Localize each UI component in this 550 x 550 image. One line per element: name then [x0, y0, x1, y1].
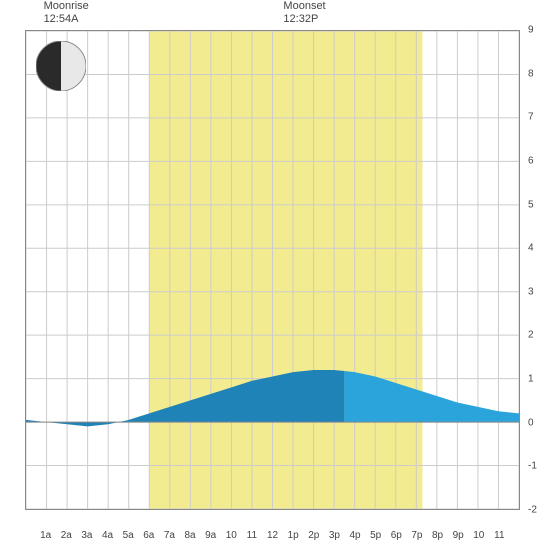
x-tick-label: 8p [432, 530, 443, 541]
x-tick-label: 6a [143, 530, 154, 541]
tide-moon-chart: Moonrise 12:54A Moonset 12:32P 1a 2a 3a 4a 5… [0, 0, 550, 550]
chart-plot-area [25, 30, 520, 510]
x-tick-label: 7p [411, 530, 422, 541]
x-tick-label: 5p [370, 530, 381, 541]
x-tick-label: 3a [81, 530, 92, 541]
chart-svg [26, 31, 519, 509]
x-tick-label: 10 [226, 530, 237, 541]
y-tick-label: 1 [528, 374, 534, 385]
x-tick-label: 3p [329, 530, 340, 541]
x-tick-label: 1a [40, 530, 51, 541]
y-axis: -2-10123456789 [528, 30, 548, 510]
y-tick-label: 7 [528, 112, 534, 123]
y-tick-label: 5 [528, 199, 534, 210]
x-tick-label: 6p [391, 530, 402, 541]
header-labels: Moonrise 12:54A Moonset 12:32P [0, 0, 550, 30]
x-tick-label: 4p [349, 530, 360, 541]
y-tick-label: 0 [528, 417, 534, 428]
y-tick-label: 3 [528, 286, 534, 297]
y-tick-label: -2 [528, 505, 537, 516]
moonrise-title: Moonrise [44, 0, 89, 13]
moonrise-label: Moonrise 12:54A [44, 0, 89, 26]
x-tick-label: 12 [267, 530, 278, 541]
x-tick-label: 11 [494, 530, 504, 541]
x-tick-label: 5a [123, 530, 134, 541]
y-tick-label: -1 [528, 461, 537, 472]
x-tick-label: 2a [61, 530, 72, 541]
x-tick-label: 11 [247, 530, 257, 541]
y-tick-label: 8 [528, 68, 534, 79]
y-tick-label: 9 [528, 25, 534, 36]
x-tick-label: 2p [308, 530, 319, 541]
moonset-title: Moonset [283, 0, 325, 13]
x-tick-label: 9p [453, 530, 464, 541]
moon-phase-icon [36, 41, 86, 96]
moonset-time: 12:32P [283, 13, 325, 26]
x-axis: 1a 2a 3a 4a 5a 6a 7a 8a 9a 10 11 12 1p 2p 3p 4p 5p 6p 7p 8p… [25, 530, 520, 545]
x-tick-label: 9a [205, 530, 216, 541]
y-tick-label: 6 [528, 155, 534, 166]
y-tick-label: 4 [528, 243, 534, 254]
x-tick-label: 1p [288, 530, 299, 541]
y-tick-label: 2 [528, 330, 534, 341]
moonset-label: Moonset 12:32P [283, 0, 325, 26]
x-tick-label: 8a [184, 530, 195, 541]
x-tick-label: 10 [473, 530, 484, 541]
x-tick-label: 7a [164, 530, 175, 541]
moonrise-time: 12:54A [44, 13, 89, 26]
x-tick-label: 4a [102, 530, 113, 541]
